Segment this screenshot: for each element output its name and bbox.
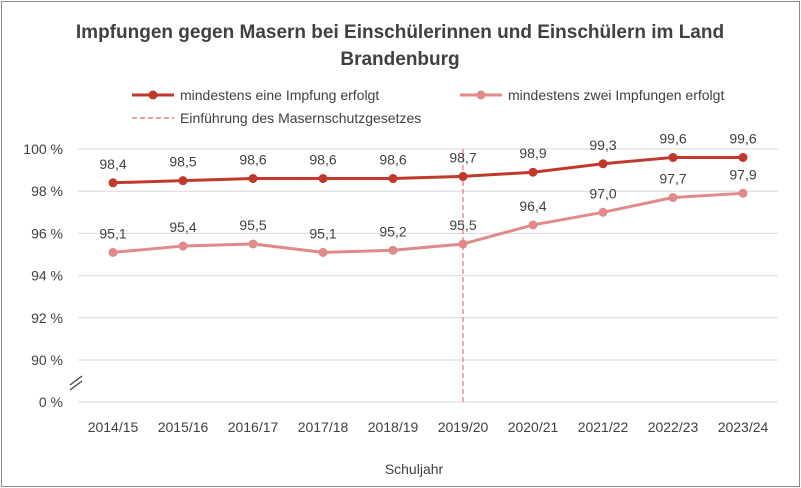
legend: mindestens eine Impfung erfolgt mindeste… [132, 87, 724, 126]
x-tick-label: 2016/17 [228, 419, 279, 435]
y-tick-label: 90 % [31, 352, 63, 368]
x-tick-label: 2020/21 [508, 419, 559, 435]
x-tick-label: 2023/24 [718, 419, 769, 435]
series-2-point [528, 220, 538, 230]
series-1-data-label: 98,9 [519, 145, 546, 161]
series-1-data-label: 98,4 [99, 156, 126, 172]
y-tick-label: 100 % [23, 141, 63, 157]
series-2-data-label: 97,0 [589, 185, 616, 201]
series-2-data-label: 95,1 [309, 225, 336, 241]
series-1-point [668, 152, 678, 162]
series-2-data-label: 97,9 [729, 166, 756, 182]
series-2-point [458, 239, 468, 249]
series-2-line [112, 191, 744, 254]
series-2-data-label: 95,5 [239, 217, 266, 233]
legend-series-1-label: mindestens eine Impfung erfolgt [180, 87, 379, 103]
legend-series-2-marker [476, 90, 486, 100]
series-2-point [388, 245, 398, 255]
y-tick-label-zero: 0 % [39, 394, 63, 410]
x-tick-label: 2021/22 [578, 419, 629, 435]
series-2-point [178, 241, 188, 251]
series-2-data-label: 95,5 [449, 217, 476, 233]
y-tick-label: 94 % [31, 268, 63, 284]
series-2-point [668, 193, 678, 203]
series-1-point [178, 176, 188, 186]
axis-break-icon [69, 375, 83, 391]
y-tick-label: 92 % [31, 310, 63, 326]
legend-reference-label: Einführung des Masernschutzgesetzes [180, 110, 421, 126]
series-1-point [458, 171, 468, 181]
series-2-point [108, 247, 118, 257]
x-tick-label: 2019/20 [438, 419, 489, 435]
series-2-data-label: 95,1 [99, 225, 126, 241]
legend-item-series-1: mindestens eine Impfung erfolgt [132, 87, 379, 103]
series-1-data-label: 98,6 [309, 152, 336, 168]
grid-lines [78, 148, 778, 403]
series-1-data-label: 99,6 [729, 130, 756, 146]
series-1-point [738, 152, 748, 162]
x-axis-tick-labels: 2014/15 2015/16 2016/17 2017/18 2018/19 2019/… [88, 419, 769, 435]
series-2-point [598, 207, 608, 217]
legend-item-series-2: mindestens zwei Impfungen erfolgt [460, 87, 724, 103]
series-1-point [388, 174, 398, 184]
series-1-point [528, 167, 538, 177]
series-1-data-label: 99,3 [589, 137, 616, 153]
series-1-line [112, 155, 743, 185]
y-tick-label: 96 % [31, 225, 63, 241]
series-2-data-label: 95,2 [379, 223, 406, 239]
series-1-point [248, 174, 258, 184]
series-2-data-label: 96,4 [519, 198, 546, 214]
series-1-point [598, 159, 608, 169]
series-1-data-label: 98,6 [379, 152, 406, 168]
x-tick-label: 2014/15 [88, 419, 139, 435]
series-1-point [318, 174, 328, 184]
legend-series-2-label: mindestens zwei Impfungen erfolgt [508, 87, 724, 103]
legend-series-1-marker [148, 90, 158, 100]
series-1-data-label: 98,6 [239, 152, 266, 168]
series-2-point [738, 188, 748, 198]
x-tick-label: 2015/16 [158, 419, 209, 435]
series-1-data-label: 98,7 [449, 149, 476, 165]
series-1-data-label: 98,5 [169, 154, 196, 170]
series-1-point [108, 178, 118, 188]
legend-item-reference-line: Einführung des Masernschutzgesetzes [132, 110, 421, 126]
chart-title-line-1: Impfungen gegen Masern bei Einschülerinn… [76, 22, 724, 43]
y-axis-tick-labels: 100 % 98 % 96 % 94 % 92 % 90 % 0 % [23, 141, 63, 410]
y-tick-label: 98 % [31, 183, 63, 199]
x-tick-label: 2017/18 [298, 419, 349, 435]
series-2-point [248, 239, 258, 249]
x-axis-title: Schuljahr [385, 461, 444, 477]
x-tick-label: 2018/19 [368, 419, 419, 435]
series-1-data-label: 99,6 [659, 130, 686, 146]
chart-title-line-2: Brandenburg [340, 49, 459, 70]
series-2-data-label: 95,4 [169, 219, 196, 235]
x-tick-label: 2022/23 [648, 419, 699, 435]
data-labels: 98,4 98,5 98,6 98,6 98,6 98,7 98,9 99,3 99,6 99,6… [99, 130, 756, 241]
series-2-point [318, 247, 328, 257]
series-2-data-label: 97,7 [659, 171, 686, 187]
series-layer [108, 152, 748, 257]
